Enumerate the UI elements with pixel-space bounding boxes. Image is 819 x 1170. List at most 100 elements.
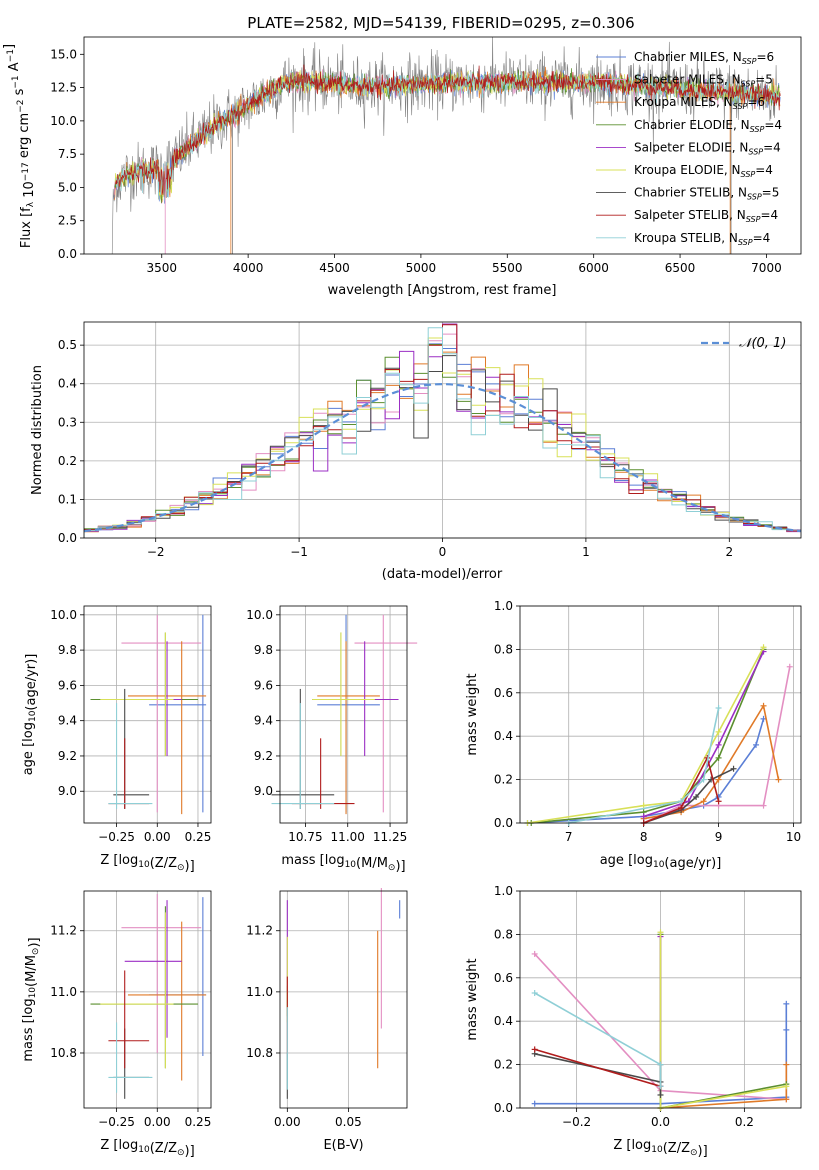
y-tick-label: 0.6 [494,971,513,985]
legend-label: Salpeter STELIB, NSSP=4 [634,208,778,224]
x-tick-label: 0.0 [651,1115,670,1129]
x-tick-label: −2 [147,545,165,559]
y-tick-label: 9.8 [58,643,77,657]
x-tick-label: 5000 [406,261,437,275]
y-tick-label: 10.0 [50,114,77,128]
y-tick-label: 0.3 [58,415,77,429]
x-tick-label: 10 [786,830,801,844]
x-tick-label: 8 [640,830,648,844]
y-tick-label: 0.2 [494,1058,513,1072]
y-tick-label: 9.0 [58,784,77,798]
y-tick-label: 10.0 [50,608,77,622]
plot-frame [519,605,802,824]
legend-label: Salpeter ELODIE, NSSP=4 [634,140,781,156]
legend-label: Kroupa ELODIE, NSSP=4 [634,163,773,179]
axes-residuals: −2 −1 0 1 2 0.0 0.1 0.2 0.3 0.4 0.5 [58,322,801,559]
x-tick-label: 4500 [319,261,350,275]
x-tick-label: 0.00 [274,1115,301,1129]
x-tick-label: 6000 [578,261,609,275]
legend-label: Chabrier STELIB, NSSP=5 [634,186,779,202]
plot-frame [83,890,212,1109]
y-tick-label: 9.6 [254,678,273,692]
series-line-elodie_salpeter [643,651,765,818]
x-axis-label: Z [log10(Z/Z⊙)] [100,1138,194,1159]
y-tick-label: 0.1 [58,492,77,506]
axes-spectrum: 3500 4000 4500 5000 5500 6000 6500 7000 0.0 2.5 5.… [50,47,781,275]
x-tick-label: 0.00 [144,1115,171,1129]
series-line-miles_kroupa [660,1064,788,1109]
series-line-stelib_salpeter [534,1048,661,1088]
x-tick-label: 4000 [233,261,264,275]
y-tick-label: 9.6 [58,678,77,692]
y-tick-label: 10.0 [246,608,273,622]
y-tick-label: 12.5 [50,81,77,95]
y-tick-label: 0.0 [494,1101,513,1115]
y-tick-label: 0.4 [494,1014,513,1028]
y-tick-label: 11.0 [50,985,77,999]
y-tick-label: 10.8 [50,1046,77,1060]
series-line-stelib_chabrier [534,1053,662,1095]
x-tick-label: 2 [725,545,733,559]
x-tick-label: −1 [290,545,308,559]
y-tick-label: 11.0 [246,985,273,999]
y-axis-label: Normed distribution [30,365,45,495]
x-tick-label: 0 [439,545,447,559]
legend-label: Kroupa STELIB, NSSP=4 [634,231,770,247]
x-tick-label: 11.00 [331,830,365,844]
y-tick-label: 0.2 [494,773,513,787]
x-axis-label: (data-model)/error [382,567,503,582]
x-axis-label: E(B-V) [323,1138,363,1153]
y-tick-label: 0.4 [58,377,77,391]
series-line-stelib_kroupa [568,707,720,824]
x-tick-label: −0.25 [98,830,135,844]
y-tick-label: 0.0 [494,816,513,830]
y-tick-label: 0.4 [494,729,513,743]
y-tick-label: 1.0 [494,599,513,613]
y-tick-label: 7.5 [58,147,77,161]
plot-frame [83,605,212,824]
y-axis-label: mass weight [465,958,480,1040]
series-line-elodie_kroupa [659,932,787,1109]
x-tick-label: 7000 [751,261,782,275]
x-tick-label: 9 [715,830,723,844]
plot-frame [279,890,408,1109]
y-tick-label: 0.0 [58,531,77,545]
plot-frame [279,605,408,824]
y-tick-label: 10.8 [246,1046,273,1060]
y-tick-label: 2.5 [58,214,77,228]
x-tick-label: 0.05 [335,1115,362,1129]
y-axis-label: Flux [fλ 10−17 erg cm−2 s−1 A−1] [2,44,37,248]
legend-label: 𝒩(0, 1) [739,336,786,351]
y-tick-label: 0.0 [58,247,77,261]
x-tick-label: −0.25 [98,1115,135,1129]
series-line-stelib_kroupa [534,992,662,1087]
spectrum-line-stelib_salpeter [115,64,781,198]
y-tick-label: 9.4 [58,714,77,728]
plot-frame [519,890,802,1109]
y-axis-label: mass [log10(M/M⊙)] [21,937,42,1061]
x-axis-label: wavelength [Angstrom, rest frame] [328,283,557,298]
x-tick-label: 1 [582,545,590,559]
chart-title: PLATE=2582, MJD=54139, FIBERID=0295, z=0… [247,14,634,32]
y-tick-label: 15.0 [50,47,77,61]
x-tick-label: 11.25 [373,830,407,844]
x-axis-label: mass [log10(M/M⊙)] [281,853,405,874]
y-tick-label: 9.2 [58,749,77,763]
y-axis-label: mass weight [465,673,480,755]
axes-mass_vs_Z: −0.25 0.00 0.25 10.8 11.0 11.2 [50,891,211,1129]
legend-label: Chabrier MILES, NSSP=6 [634,50,774,66]
plot-frame [83,321,802,539]
y-tick-label: 0.8 [494,927,513,941]
y-tick-label: 11.2 [50,924,77,938]
y-tick-label: 0.6 [494,686,513,700]
axes-age_vs_Z: −0.25 0.00 0.25 9.0 9.2 9.4 9.6 9.8 10.0 [50,606,211,844]
y-tick-label: 9.8 [254,643,273,657]
x-axis-label: Z [log10(Z/Z⊙)] [613,1138,707,1159]
y-tick-label: 1.0 [494,884,513,898]
y-tick-label: 9.2 [254,749,273,763]
y-tick-label: 11.2 [246,924,273,938]
x-tick-label: 10.75 [288,830,322,844]
y-tick-label: 0.8 [494,642,513,656]
x-tick-label: 5500 [492,261,523,275]
